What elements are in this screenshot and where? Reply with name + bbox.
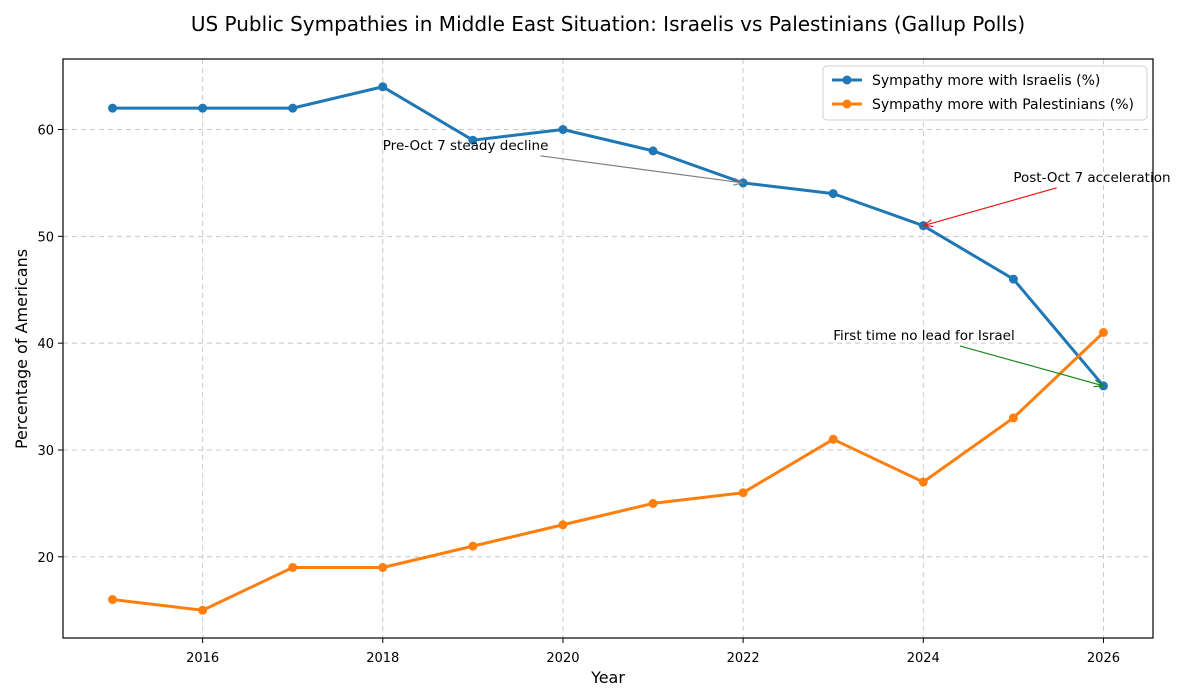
x-axis-label: Year: [590, 668, 625, 687]
series-layer: [108, 82, 1108, 615]
annotation-text: Pre-Oct 7 steady decline: [383, 138, 549, 154]
annotation-arrow-line: [959, 345, 1104, 387]
data-point: [558, 125, 568, 135]
annotation-text: First time no lead for Israel: [833, 328, 1015, 344]
legend-box: [822, 65, 1148, 121]
grid: [63, 59, 1153, 638]
chart-title: US Public Sympathies in Middle East Situ…: [191, 12, 1025, 36]
y-tick-label: 20: [37, 551, 54, 566]
data-point: [288, 562, 298, 572]
legend: Sympathy more with Israelis (%) Sympathy …: [822, 65, 1148, 121]
data-point: [738, 488, 748, 498]
legend-marker: [842, 99, 852, 109]
x-tick-label: 2024: [907, 651, 940, 666]
annotation-arrowhead: [921, 219, 934, 227]
data-point: [1008, 413, 1018, 423]
x-tick-label: 2020: [546, 651, 579, 666]
y-tick-label: 30: [37, 444, 54, 459]
series-line-2: [112, 331, 1105, 612]
y-tick-label: 50: [37, 230, 54, 245]
x-tick-label: 2016: [186, 651, 219, 666]
annotation-arrow-line: [540, 155, 744, 184]
data-point: [198, 103, 208, 113]
data-point: [468, 541, 478, 551]
data-point: [108, 103, 118, 113]
y-tick-label: 40: [37, 337, 54, 352]
annotation-arrowhead: [733, 177, 745, 186]
annotation-text: Post-Oct 7 acceleration: [1013, 170, 1170, 186]
data-point: [378, 82, 388, 92]
data-point: [378, 562, 388, 572]
annotation-arrow-line: [923, 187, 1057, 227]
y-axis-label: Percentage of Americans: [12, 249, 31, 449]
data-point: [1008, 274, 1018, 284]
annotation-arrowhead: [1093, 379, 1106, 388]
annotations: Pre-Oct 7 steady decline Post-Oct 7 accel…: [383, 138, 1171, 388]
data-point: [648, 146, 658, 156]
data-point: [1098, 327, 1108, 337]
x-tick-label: 2018: [366, 651, 399, 666]
data-point: [648, 498, 658, 508]
data-point: [108, 595, 118, 605]
data-point: [828, 434, 838, 444]
data-point: [828, 189, 838, 199]
plot-frame: [62, 58, 1154, 639]
data-point: [288, 103, 298, 113]
data-point: [558, 520, 568, 530]
data-point: [918, 477, 928, 487]
axis-ticks: 2016 2018 2020 2022 2024 2026 20 30 40 50 60: [37, 124, 1120, 666]
x-tick-label: 2022: [727, 651, 760, 666]
legend-marker: [842, 75, 852, 85]
data-point: [468, 135, 478, 145]
y-tick-label: 60: [37, 124, 54, 139]
legend-label: Sympathy more with Palestinians (%): [872, 97, 1134, 113]
data-point: [198, 605, 208, 615]
x-tick-label: 2026: [1087, 651, 1120, 666]
series-line-1: [112, 85, 1105, 387]
legend-label: Sympathy more with Israelis (%): [872, 73, 1100, 89]
